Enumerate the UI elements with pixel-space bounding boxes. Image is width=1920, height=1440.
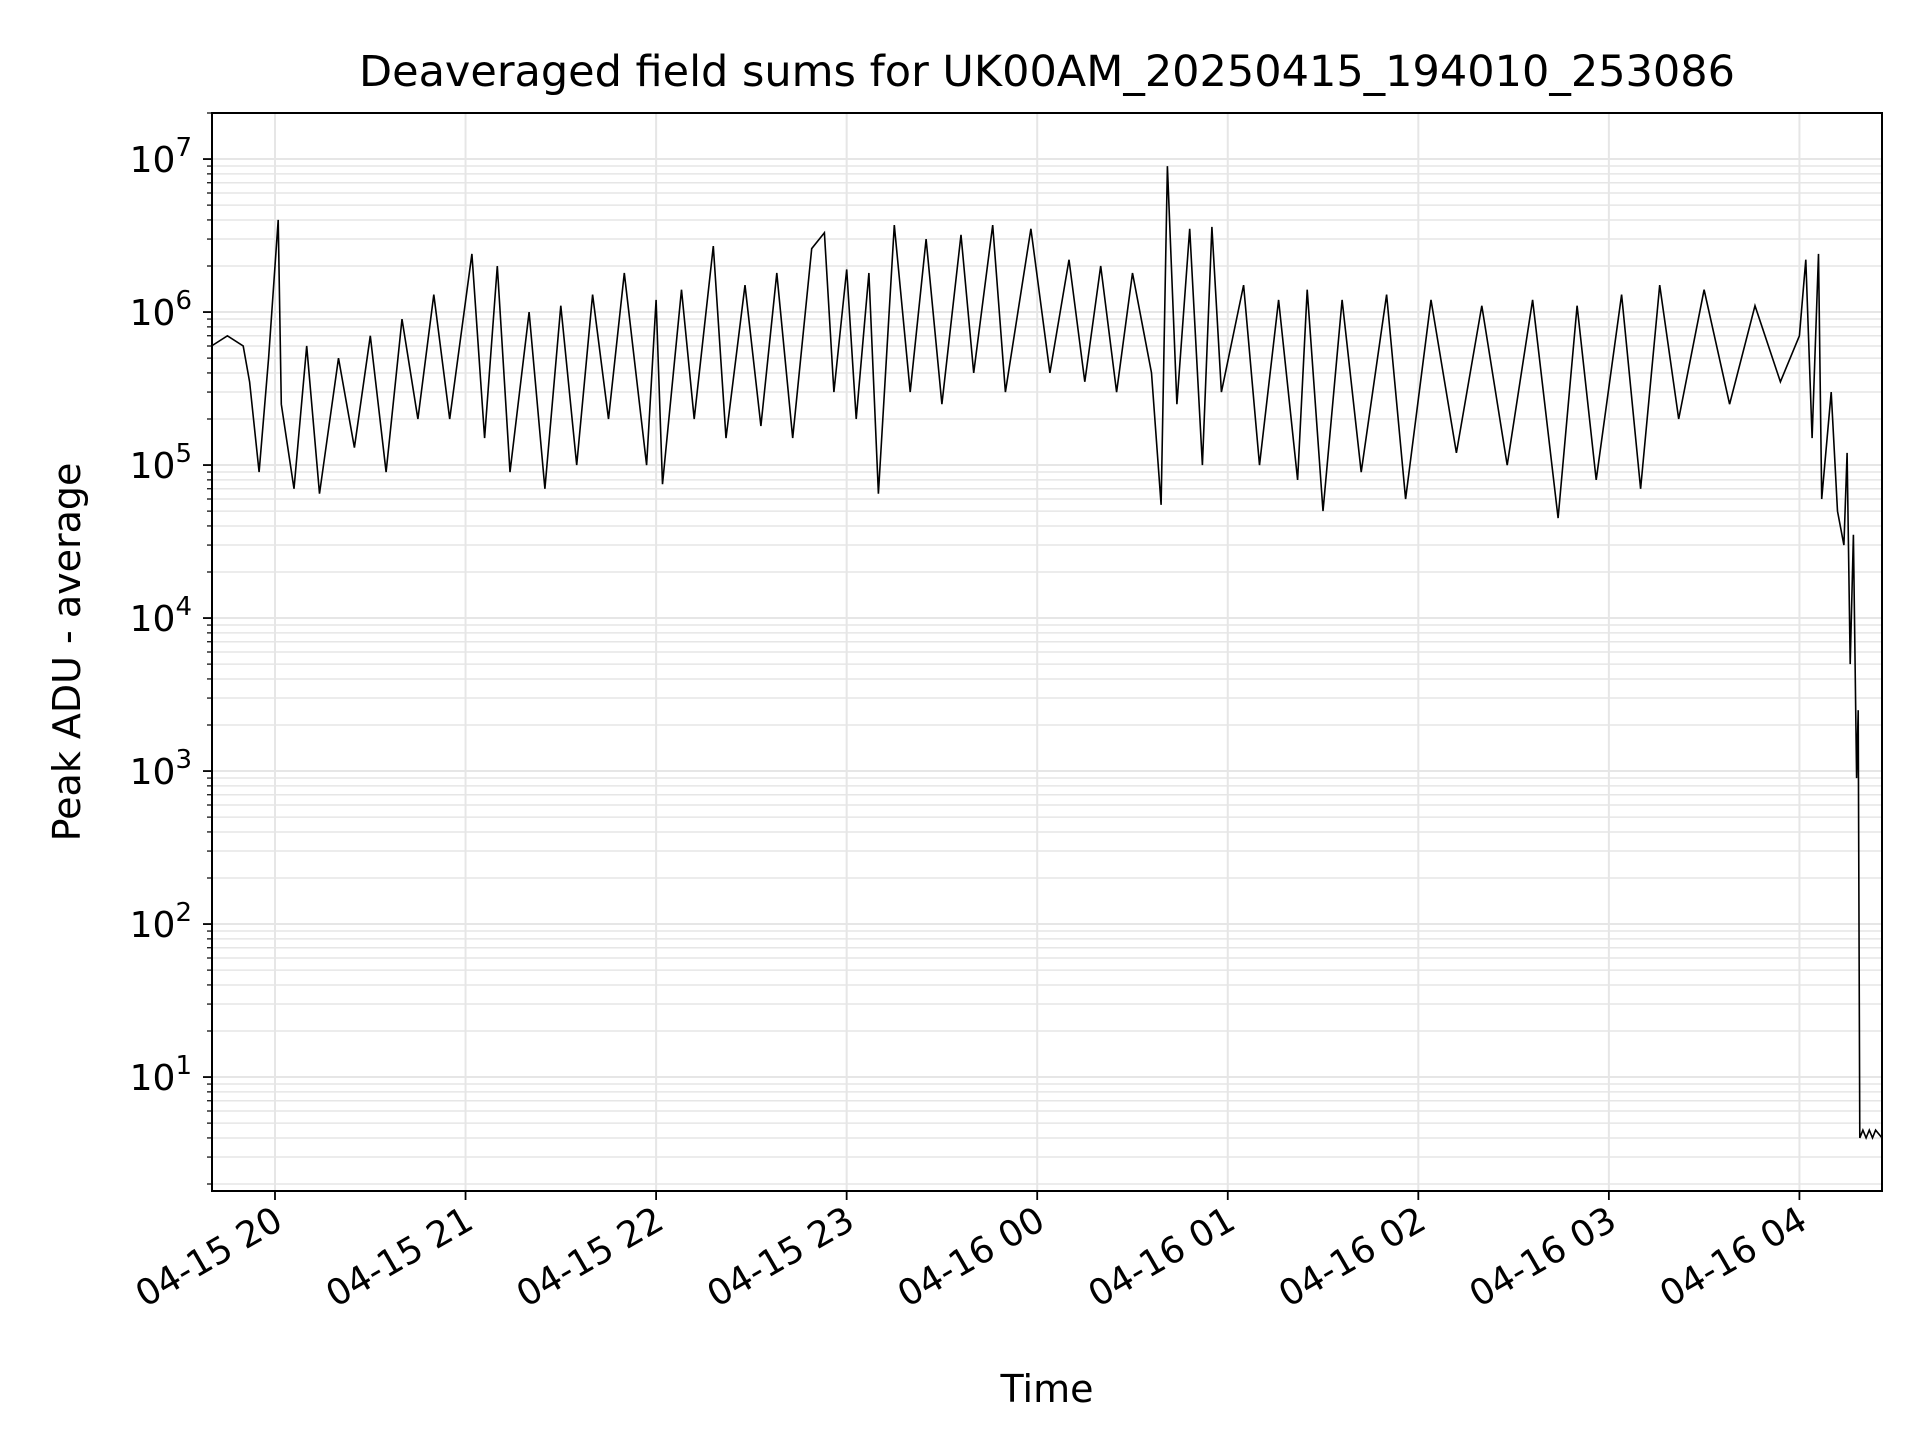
x-tick-label: 04-16 00 (891, 1199, 1052, 1315)
x-tick-label: 04-15 22 (510, 1199, 671, 1315)
y-axis-ticks: 101 102 103 104 105 106 107 (130, 112, 212, 1185)
x-tick-label: 04-15 23 (700, 1199, 861, 1315)
x-tick-label: 04-15 20 (129, 1199, 290, 1315)
chart-title: Deaveraged field sums for UK00AM_2025041… (359, 47, 1735, 97)
y-tick-label: 103 (130, 745, 192, 793)
x-tick-label: 04-16 02 (1272, 1199, 1433, 1315)
x-tick-label: 04-16 01 (1082, 1199, 1243, 1315)
grid-layer (212, 112, 1882, 1191)
y-tick-label: 101 (130, 1051, 192, 1099)
y-tick-label: 107 (130, 133, 192, 181)
x-axis-label: Time (1000, 1367, 1094, 1411)
series-line (211, 166, 1883, 1141)
x-axis-ticks: 04-15 20 04-15 21 04-15 22 04-15 23 04-16 00… (129, 1191, 1814, 1316)
y-axis-label: Peak ADU - average (45, 463, 89, 842)
y-tick-label: 102 (130, 898, 192, 946)
line-layer (211, 166, 1883, 1141)
y-tick-label: 106 (130, 286, 192, 334)
x-tick-label: 04-16 03 (1463, 1199, 1624, 1315)
x-tick-label: 04-16 04 (1653, 1199, 1814, 1315)
x-tick-label: 04-15 21 (319, 1199, 480, 1315)
y-tick-label: 104 (130, 592, 192, 640)
y-tick-label: 105 (130, 439, 192, 487)
